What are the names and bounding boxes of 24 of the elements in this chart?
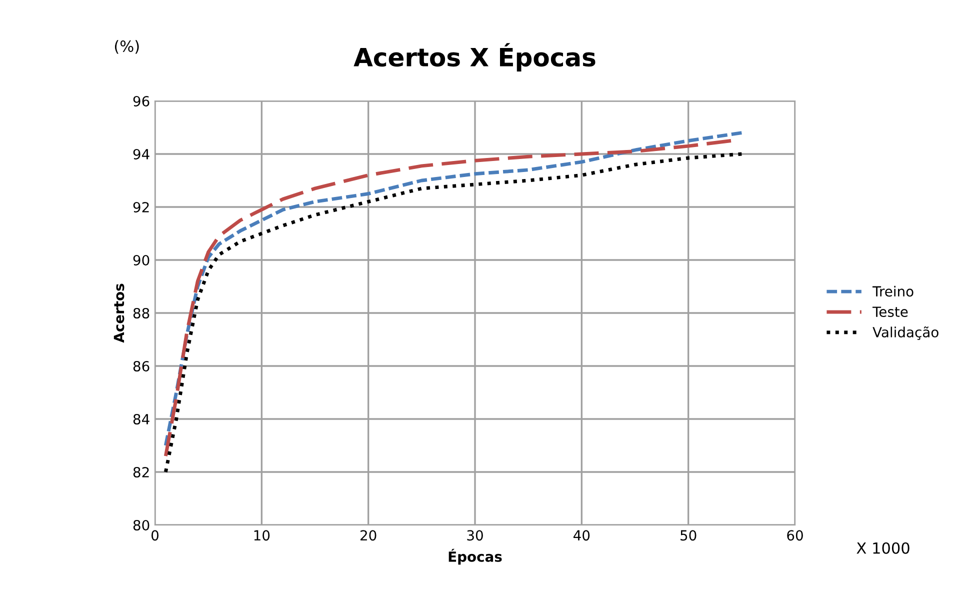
y-tick-label: 96 xyxy=(133,96,150,106)
y-tick-label: 86 xyxy=(133,360,150,372)
x-tick-label: 50 xyxy=(680,530,696,541)
y-tick-label: 88 xyxy=(133,308,150,318)
legend-label: Teste xyxy=(872,306,908,318)
x-tick-label: 0 xyxy=(151,530,158,541)
x-tick-label: 30 xyxy=(467,530,483,541)
chart-title: Acertos X Épocas xyxy=(354,43,596,72)
y-tick-label: 90 xyxy=(133,254,150,266)
y-tick-label: 92 xyxy=(133,202,149,212)
x-tick-label: 20 xyxy=(360,530,376,541)
x-tick-label: 60 xyxy=(787,530,803,541)
x-tick-label: 40 xyxy=(574,530,590,541)
text: X 1000 xyxy=(856,542,910,554)
y-tick-label: 84 xyxy=(133,414,150,424)
x-tick-label: 10 xyxy=(254,530,270,541)
legend-label: Treino xyxy=(872,286,914,297)
text: (%) xyxy=(114,40,139,54)
x-axis-title: Épocas xyxy=(448,548,502,565)
y-tick-label: 80 xyxy=(133,520,150,530)
y-tick-label: 94 xyxy=(133,148,150,160)
y-axis-title: Acertos xyxy=(114,284,124,343)
y-tick-label: 82 xyxy=(133,466,149,478)
legend-label: Validação xyxy=(872,326,938,340)
